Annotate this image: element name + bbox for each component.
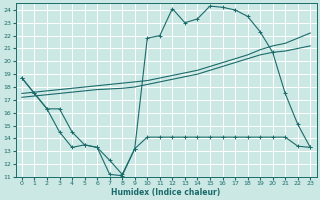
X-axis label: Humidex (Indice chaleur): Humidex (Indice chaleur) — [111, 188, 221, 197]
